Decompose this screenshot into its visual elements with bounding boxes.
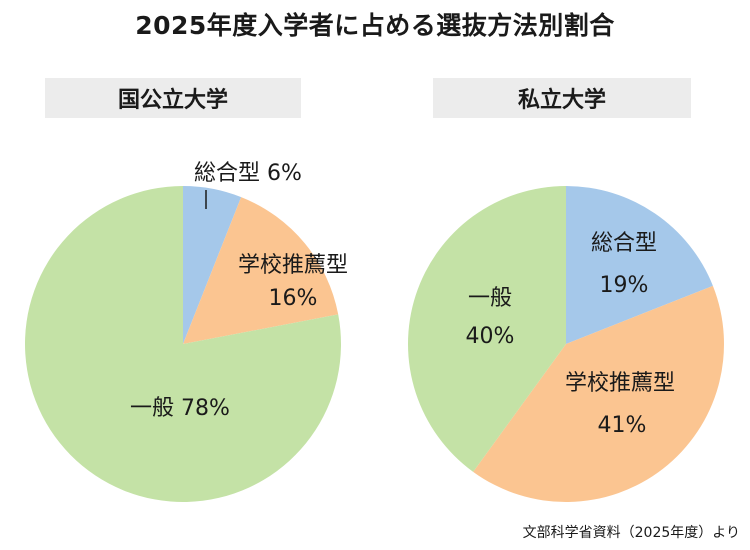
label-right-gakko-name: 学校推薦型 bbox=[565, 371, 675, 396]
label-right-sogo-pct: 19% bbox=[600, 273, 649, 298]
pie-private bbox=[408, 186, 724, 502]
private-university-label: 私立大学 bbox=[433, 78, 691, 118]
pie-left-slice-0 bbox=[183, 186, 242, 344]
label-left-sogo: 総合型 6% bbox=[194, 161, 302, 186]
label-left-gakko-pct: 16% bbox=[269, 286, 318, 311]
pie-right-slice-0 bbox=[566, 186, 713, 344]
label-right-sogo-name: 総合型 bbox=[591, 231, 657, 256]
label-right-ippan-pct: 40% bbox=[466, 324, 515, 349]
label-right-ippan-name: 一般 bbox=[468, 286, 512, 311]
national-public-university-label: 国公立大学 bbox=[45, 78, 301, 118]
pie-left-slice-2 bbox=[25, 186, 341, 502]
pie-national-public bbox=[25, 186, 341, 502]
label-left-gakko-name: 学校推薦型 bbox=[238, 253, 348, 278]
pie-right-slice-1 bbox=[473, 285, 724, 502]
label-right-gakko-pct: 41% bbox=[598, 413, 647, 438]
label-left-ippan: 一般 78% bbox=[130, 396, 230, 421]
pie-right-slice-2 bbox=[408, 186, 566, 472]
source-note: 文部科学省資料（2025年度）より bbox=[522, 525, 740, 541]
pie-left-slice-1 bbox=[183, 197, 339, 344]
chart-title: 2025年度入学者に占める選抜方法別割合 bbox=[135, 11, 615, 40]
